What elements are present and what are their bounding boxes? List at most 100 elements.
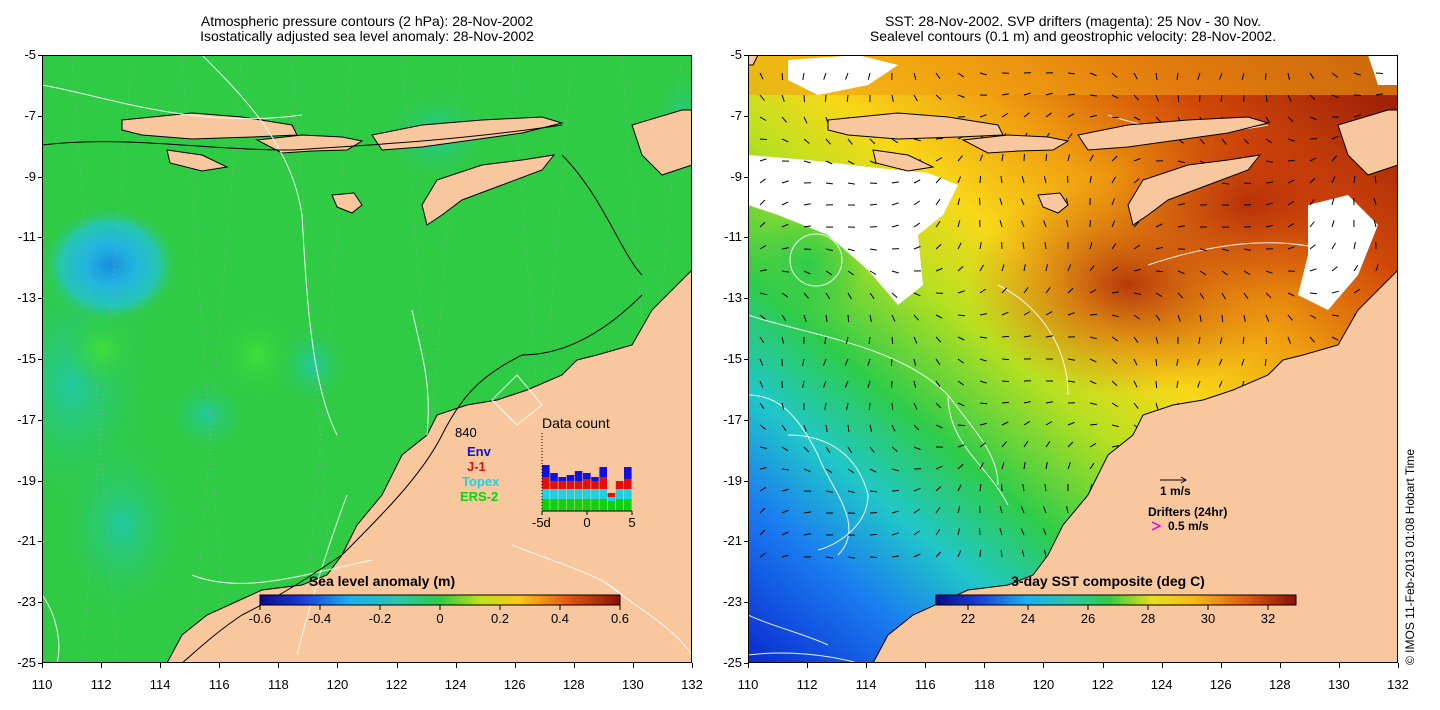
lat-tick-label: -9 — [24, 168, 36, 184]
velocity-arrow — [825, 468, 833, 474]
velocity-arrow — [1176, 72, 1179, 80]
lon-tick-label: 122 — [1091, 677, 1114, 692]
velocity-arrow — [1309, 199, 1315, 206]
timor-island — [421, 154, 556, 226]
velocity-arrow — [1045, 112, 1052, 118]
data-count-bar-segment — [615, 481, 624, 489]
velocity-arrow — [1022, 242, 1025, 250]
velocity-arrow — [1155, 336, 1159, 344]
lon-tick-mark — [219, 663, 221, 668]
velocity-arrow — [1133, 314, 1140, 320]
velocity-arrow — [1023, 264, 1026, 272]
velocity-arrow — [1287, 179, 1295, 184]
velocity-arrow — [979, 358, 987, 362]
velocity-arrow — [935, 358, 941, 366]
lon-tick-mark — [866, 663, 868, 668]
velocity-arrow — [1043, 176, 1047, 184]
data-count-bar-segment — [542, 489, 550, 499]
velocity-arrow — [759, 269, 767, 272]
data-count-bar-segment — [574, 499, 583, 511]
velocity-arrow — [847, 314, 850, 323]
velocity-arrow — [825, 292, 831, 300]
velocity-arrow — [1020, 220, 1025, 228]
velocity-arrow — [1045, 401, 1053, 404]
velocity-arrow — [1023, 112, 1030, 118]
lat-tick-mark — [38, 298, 42, 300]
sst-colorbar — [935, 594, 1297, 606]
data-count-inset: 840 Data count Env J-1 Topex ERS-2 -5d 0… — [455, 415, 636, 530]
lat-tick-mark — [744, 176, 748, 178]
velocity-arrow — [1309, 177, 1316, 184]
teal-patch — [162, 375, 252, 455]
velocity-arrow — [1133, 380, 1138, 388]
velocity-arrow — [1045, 462, 1048, 470]
velocity-arrow — [1001, 462, 1005, 470]
velocity-arrow — [803, 138, 810, 144]
velocity-arrow — [935, 336, 942, 343]
lon-tick-label: 114 — [855, 677, 877, 692]
velocity-arrow — [957, 424, 966, 427]
sumba-island — [166, 149, 229, 172]
velocity-arrow — [781, 270, 789, 273]
velocity-arrow — [1309, 292, 1318, 295]
velocity-arrow — [1067, 441, 1074, 448]
drifter-title: Drifters (24hr) — [1148, 505, 1227, 519]
land-masses-sst — [748, 55, 1398, 663]
velocity-arrow — [957, 380, 964, 386]
velocity-arrow — [847, 490, 855, 494]
lon-tick-mark — [1279, 663, 1281, 668]
velocity-arrow — [1198, 336, 1201, 344]
legend-env: Env — [467, 444, 492, 459]
velocity-arrow — [1001, 483, 1003, 492]
velocity-arrow — [891, 202, 899, 206]
velocity-arrow — [781, 94, 785, 102]
velocity-arrow — [1177, 225, 1185, 228]
velocity-arrow — [802, 72, 805, 80]
right-title-line1: SST: 28-Nov-2002. SVP drifters (magenta)… — [884, 13, 1262, 29]
velocity-arrow — [1199, 94, 1201, 103]
velocity-arrow — [1023, 92, 1031, 96]
lat-tick-label: -25 — [17, 655, 36, 670]
lon-tick-label: 130 — [622, 677, 644, 692]
velocity-arrow — [1331, 176, 1336, 184]
lat-tick-label: -5 — [24, 47, 36, 62]
velocity-arrow — [869, 138, 876, 145]
data-count-bar-segment — [574, 481, 583, 489]
velocity-arrow — [1111, 220, 1116, 228]
velocity-arrow — [891, 270, 899, 274]
lat-tick-label: -15 — [17, 351, 36, 366]
velocity-arrow — [1155, 223, 1163, 228]
velocity-arrow — [759, 336, 765, 344]
legend-topex: Topex — [462, 474, 500, 489]
velocity-arrow — [847, 424, 850, 432]
velocity-arrow — [1133, 358, 1138, 366]
velocity-arrow — [1331, 198, 1335, 206]
velocity-arrow — [1331, 135, 1339, 140]
velocity-arrow — [957, 242, 962, 250]
data-count-bar-segment — [574, 471, 583, 481]
lon-tick-label: 116 — [208, 677, 230, 692]
velocity-arrow — [1287, 138, 1295, 142]
velocity-arrow — [759, 402, 765, 410]
velocity-arrow — [1044, 550, 1047, 558]
velocity-arrow — [1287, 314, 1293, 321]
lon-tick-mark — [396, 663, 398, 668]
velocity-arrow — [1176, 358, 1179, 366]
colorbar-label: Sea level anomaly (m) — [309, 573, 455, 589]
velocity-arrow — [759, 529, 766, 536]
sst-tick: 22 — [961, 611, 975, 626]
velocity-arrow — [1001, 335, 1010, 338]
velocity-arrow — [1089, 114, 1097, 118]
velocity-arrow — [1001, 264, 1005, 272]
velocity-arrow — [1221, 248, 1229, 252]
velocity-arrow — [1023, 462, 1026, 470]
velocity-arrow — [979, 484, 982, 492]
velocity-arrow — [1089, 423, 1098, 426]
velocity-arrow — [868, 336, 871, 344]
northern-islands — [631, 109, 692, 176]
velocity-arrow — [935, 380, 941, 388]
velocity-arrow — [913, 402, 918, 410]
velocity-arrow — [1001, 93, 1009, 96]
velocity-arrow — [869, 446, 875, 453]
velocity-arrow — [957, 198, 961, 206]
